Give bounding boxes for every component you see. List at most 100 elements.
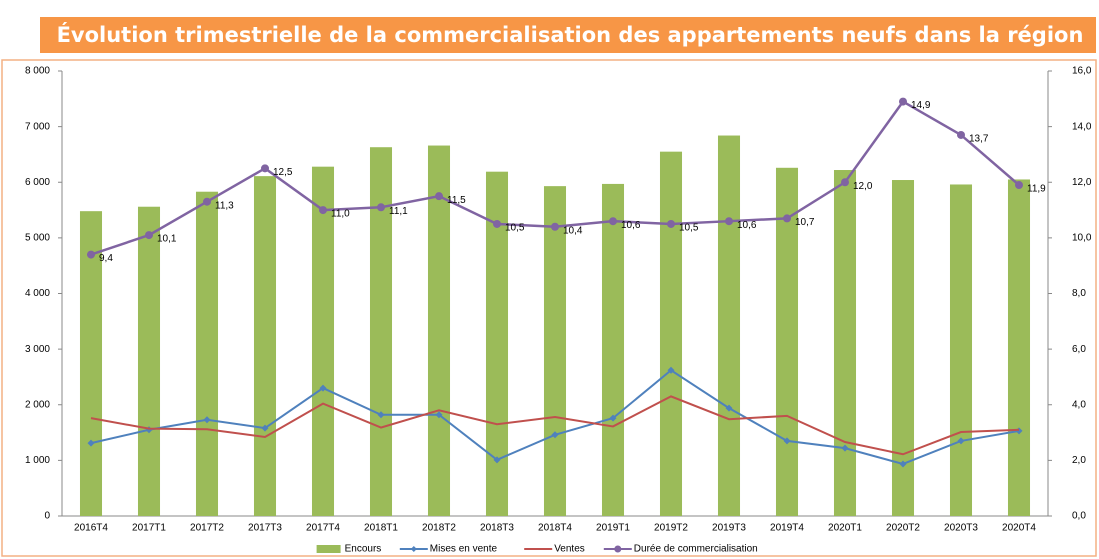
bar: [949, 184, 973, 516]
data-label: 10,5: [505, 223, 525, 234]
marker: [493, 456, 501, 464]
marker: [493, 219, 501, 228]
x-tick-label: 2019T2: [654, 523, 688, 534]
legend-label: Encours: [345, 544, 382, 555]
data-label: 11,3: [215, 200, 234, 211]
data-label: 12,0: [853, 181, 873, 192]
marker: [1015, 181, 1023, 190]
data-label: 11,0: [331, 209, 350, 220]
marker: [203, 197, 211, 206]
marker: [377, 411, 385, 419]
bar: [1007, 179, 1031, 516]
marker: [667, 219, 675, 228]
bar: [369, 147, 393, 517]
marker: [783, 437, 791, 445]
data-label: 10,6: [621, 220, 641, 231]
x-tick-label: 2020T4: [1002, 523, 1036, 534]
marker: [551, 431, 559, 439]
marker: [725, 404, 733, 412]
data-label: 14,9: [911, 100, 931, 111]
y-tick-label: 7 000: [25, 121, 50, 132]
marker: [899, 460, 907, 468]
x-tick-label: 2017T3: [248, 523, 282, 534]
data-label: 11,5: [447, 195, 466, 206]
legend-label: Mises en vente: [430, 544, 498, 555]
data-label: 10,5: [679, 223, 699, 234]
legend-marker: [614, 545, 622, 553]
data-label: 10,4: [563, 225, 583, 236]
marker: [435, 192, 443, 201]
marker: [783, 214, 791, 223]
data-label: 11,9: [1027, 184, 1046, 195]
x-tick-label: 2018T4: [538, 523, 572, 534]
marker: [203, 416, 211, 424]
bar: [659, 151, 683, 516]
x-tick-label: 2018T1: [364, 523, 398, 534]
data-label: 11,1: [389, 206, 408, 217]
y-tick-label: 1 000: [25, 455, 50, 466]
data-label: 12,5: [273, 167, 293, 178]
bar: [311, 166, 335, 517]
marker: [435, 411, 443, 419]
marker: [261, 164, 269, 173]
marker: [957, 437, 965, 445]
legend-label: Ventes: [554, 544, 585, 555]
marker: [841, 444, 849, 452]
marker: [87, 439, 95, 447]
y-tick-label: 3 000: [25, 344, 50, 355]
bar: [601, 183, 625, 516]
marker: [957, 130, 965, 139]
bar: [775, 167, 799, 516]
bar: [195, 191, 219, 517]
x-tick-label: 2020T3: [944, 523, 978, 534]
legend-marker: [410, 546, 417, 552]
y-tick-label: 5 000: [25, 233, 50, 244]
marker: [319, 384, 327, 392]
y2-tick-label: 16,0: [1072, 66, 1092, 77]
data-label: 13,7: [969, 134, 989, 145]
x-tick-label: 2020T1: [828, 523, 862, 534]
x-tick-label: 2016T4: [74, 523, 108, 534]
y2-tick-label: 4,0: [1072, 399, 1086, 410]
bar: [717, 135, 741, 516]
marker: [899, 97, 907, 106]
x-tick-label: 2019T3: [712, 523, 746, 534]
marker: [609, 414, 617, 422]
marker: [551, 222, 559, 231]
marker: [87, 250, 95, 259]
marker: [841, 178, 849, 187]
x-tick-label: 2019T1: [596, 523, 630, 534]
bar: [833, 170, 857, 516]
bar: [485, 171, 509, 516]
x-tick-label: 2017T1: [132, 523, 166, 534]
data-label: 10,6: [737, 220, 757, 231]
title-banner: [40, 17, 1096, 53]
x-tick-label: 2017T2: [190, 523, 224, 534]
marker: [377, 203, 385, 212]
y2-tick-label: 8,0: [1072, 288, 1086, 299]
marker: [261, 424, 269, 432]
x-tick-label: 2020T2: [886, 523, 920, 534]
x-tick-label: 2019T4: [770, 523, 804, 534]
marker: [609, 217, 617, 226]
bar: [79, 211, 103, 517]
y-tick-label: 6 000: [25, 177, 50, 188]
bar: [137, 206, 161, 516]
y-tick-label: 4 000: [25, 288, 50, 299]
x-tick-label: 2018T3: [480, 523, 514, 534]
marker: [667, 366, 675, 374]
y-tick-label: 0: [44, 511, 50, 522]
y-tick-label: 2 000: [25, 399, 50, 410]
y2-tick-label: 14,0: [1072, 121, 1092, 132]
marker: [319, 206, 327, 215]
y2-tick-label: 6,0: [1072, 344, 1086, 355]
data-label: 10,7: [795, 217, 815, 228]
y2-tick-label: 0,0: [1072, 511, 1086, 522]
x-tick-label: 2017T4: [306, 523, 340, 534]
y-tick-label: 8 000: [25, 66, 50, 77]
legend-label: Durée de commercialisation: [634, 544, 758, 555]
data-label: 9,4: [99, 253, 113, 264]
x-tick-label: 2018T2: [422, 523, 456, 534]
legend-swatch: [316, 545, 341, 553]
